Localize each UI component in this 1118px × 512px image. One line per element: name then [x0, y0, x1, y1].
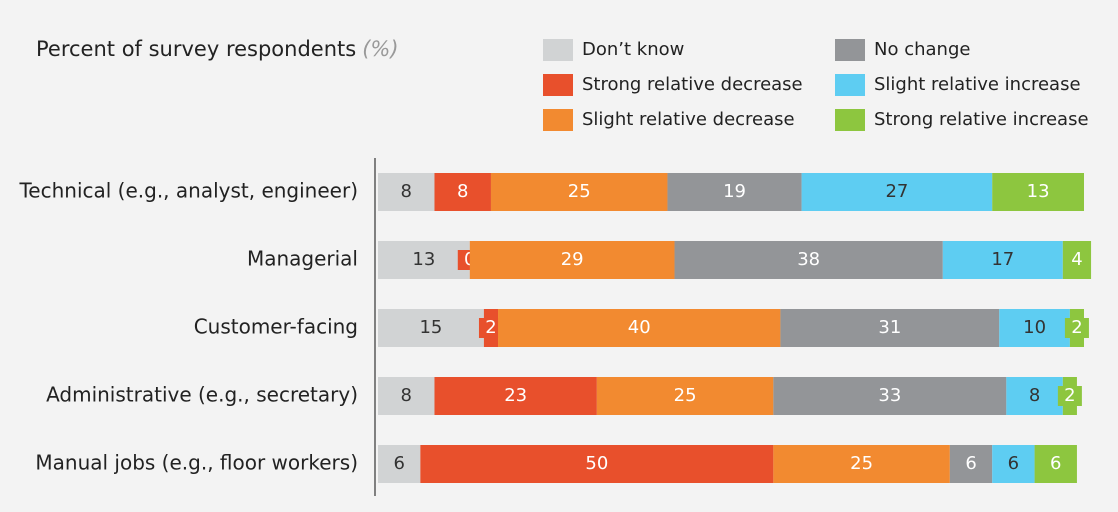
bar-segment [999, 309, 1070, 347]
bar-segment [378, 173, 435, 211]
bar-segment [992, 445, 1035, 483]
data-label: 23 [504, 385, 527, 406]
chart-title: Percent of survey respondents (%) [36, 37, 399, 61]
bar-segment [469, 241, 675, 279]
bar-segment [942, 241, 1063, 279]
label-tab [1064, 250, 1089, 270]
legend-swatch [543, 39, 573, 61]
data-label: 10 [1023, 317, 1046, 338]
unit: (%) [362, 37, 398, 61]
bar-segment [378, 309, 484, 347]
legend-swatch [835, 39, 865, 61]
data-label: 25 [568, 181, 591, 202]
data-label: 50 [585, 453, 608, 474]
bar-segment [674, 241, 943, 279]
title-text: Percent of survey respondents [36, 37, 356, 61]
bar-segment [949, 445, 993, 483]
legend-label: Slight relative increase [874, 74, 1081, 95]
data-label: 15 [419, 317, 442, 338]
data-label: 8 [401, 181, 412, 202]
label-tab [1057, 386, 1082, 406]
data-label: 31 [878, 317, 901, 338]
bar-segment [1034, 445, 1077, 483]
data-label: 2 [1071, 317, 1082, 338]
data-label: 2 [1064, 385, 1075, 406]
category-label: Customer-facing [194, 315, 358, 339]
bar-segment [1006, 377, 1063, 415]
category-label: Technical (e.g., analyst, engineer) [18, 179, 358, 203]
data-label: 19 [723, 181, 746, 202]
data-label: 25 [674, 385, 697, 406]
legend-label: No change [874, 39, 970, 60]
legend-label: Slight relative decrease [582, 109, 795, 130]
label-tab [478, 318, 503, 338]
legend-label: Strong relative decrease [582, 74, 803, 95]
data-label: 33 [878, 385, 901, 406]
data-label: 8 [401, 385, 412, 406]
bar-segment [490, 173, 668, 211]
data-label: 6 [393, 453, 404, 474]
bar-segment [434, 173, 491, 211]
bar-segment [596, 377, 774, 415]
category-label: Managerial [247, 247, 358, 271]
data-label: 8 [1029, 385, 1040, 406]
legend-swatch [835, 109, 865, 131]
bar-segment [773, 377, 1007, 415]
data-label: 27 [885, 181, 908, 202]
category-label: Administrative (e.g., secretary) [46, 383, 358, 407]
bar-segment [773, 445, 950, 483]
data-label: 25 [850, 453, 873, 474]
data-label: 13 [412, 249, 435, 270]
data-label: 8 [457, 181, 468, 202]
bar-segment [801, 173, 993, 211]
label-tab [1064, 318, 1089, 338]
bar-segment [378, 377, 435, 415]
bar-segment [667, 173, 802, 211]
bar-segment [420, 445, 774, 483]
data-label: 13 [1027, 181, 1050, 202]
data-label: 40 [628, 317, 651, 338]
data-label: 6 [965, 453, 976, 474]
bar-segment [378, 445, 421, 483]
data-label: 17 [991, 249, 1014, 270]
bar-segment [498, 309, 781, 347]
legend-label: Don’t know [582, 39, 684, 60]
data-label: 4 [1071, 249, 1082, 270]
bar-segment [780, 309, 1000, 347]
data-label: 6 [1050, 453, 1061, 474]
bar-segment [992, 173, 1084, 211]
category-label: Manual jobs (e.g., floor workers) [35, 451, 358, 475]
legend-swatch [835, 74, 865, 96]
data-label: 2 [485, 317, 496, 338]
bar-segment [378, 241, 470, 279]
data-label: 29 [561, 249, 584, 270]
legend-label: Strong relative increase [874, 109, 1089, 130]
data-label: 6 [1008, 453, 1019, 474]
bar-segment [434, 377, 597, 415]
legend-swatch [543, 74, 573, 96]
legend-swatch [543, 109, 573, 131]
data-label: 38 [797, 249, 820, 270]
